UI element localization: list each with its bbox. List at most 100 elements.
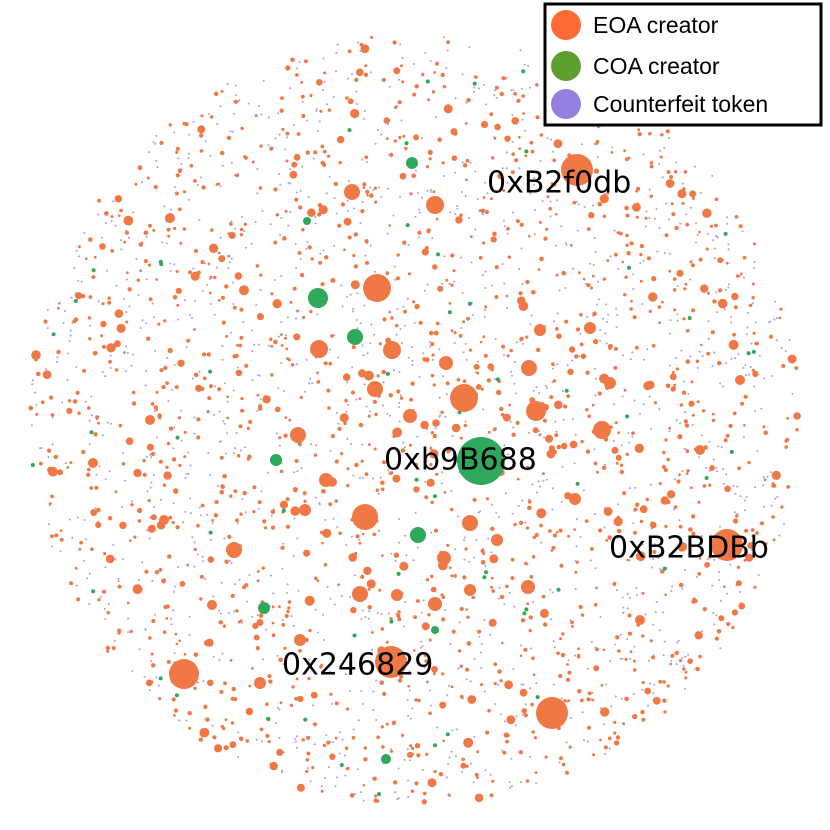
token-node (641, 303, 644, 305)
token-node (332, 741, 334, 744)
eoa-node (354, 77, 359, 82)
token-node (503, 354, 505, 357)
eoa-node (593, 602, 598, 607)
token-node (581, 711, 584, 714)
eoa-node (322, 528, 332, 538)
eoa-node (633, 659, 636, 663)
eoa-node (459, 213, 463, 217)
token-node (132, 211, 135, 214)
eoa-node (222, 473, 227, 479)
eoa-node (381, 554, 384, 557)
eoa-node (75, 390, 80, 395)
eoa-node (437, 551, 451, 565)
coa-node (662, 566, 667, 571)
eoa-node (31, 350, 41, 360)
token-node (574, 433, 577, 436)
token-node (591, 691, 594, 694)
eoa-node (378, 588, 382, 592)
eoa-node (735, 514, 739, 518)
token-node (293, 124, 295, 126)
legend: EOA creator COA creator Counterfeit toke… (543, 2, 823, 127)
token-node (506, 181, 509, 184)
token-node (411, 359, 414, 362)
token-node (230, 562, 233, 565)
token-node (307, 767, 310, 770)
eoa-node (763, 478, 767, 482)
eoa-node (188, 726, 192, 730)
eoa-node (35, 371, 41, 377)
eoa-node (229, 741, 237, 749)
token-node (363, 304, 366, 307)
coa-node (425, 79, 430, 84)
eoa-node (317, 212, 322, 217)
eoa-node (480, 560, 486, 565)
eoa-node (129, 539, 132, 542)
eoa-node (652, 549, 657, 555)
token-node (434, 427, 437, 429)
eoa-node (200, 260, 205, 265)
coa-node (208, 530, 213, 535)
token-node (332, 96, 335, 99)
eoa-node (624, 275, 628, 279)
token-node (676, 319, 679, 322)
eoa-node (167, 234, 171, 238)
eoa-node (399, 396, 404, 400)
token-node (128, 305, 131, 308)
eoa-node (682, 317, 686, 321)
token-node (210, 303, 213, 305)
eoa-node (518, 147, 522, 151)
token-node (314, 222, 317, 225)
token-node (56, 361, 58, 363)
eoa-node (552, 379, 557, 383)
eoa-node (568, 346, 576, 353)
eoa-node (649, 164, 654, 169)
token-node (353, 792, 356, 795)
eoa-node (178, 207, 182, 211)
token-node (281, 771, 283, 774)
token-node (329, 449, 332, 452)
token-node (192, 120, 195, 123)
eoa-node (131, 390, 136, 395)
eoa-node (280, 545, 285, 550)
token-node (689, 206, 692, 209)
token-node (635, 586, 638, 589)
node-label: 0xB2f0db (487, 166, 631, 201)
eoa-node (738, 224, 743, 229)
token-node (362, 799, 365, 802)
token-node (767, 321, 770, 324)
eoa-node (432, 190, 436, 194)
eoa-node (569, 243, 573, 247)
eoa-node (358, 541, 362, 545)
token-node (524, 703, 527, 706)
eoa-node (561, 762, 566, 767)
token-node (663, 640, 666, 643)
token-node (429, 191, 432, 193)
token-node (68, 518, 71, 521)
coa-node (405, 223, 410, 228)
token-node (294, 243, 297, 246)
token-node (220, 612, 222, 615)
eoa-node (334, 459, 339, 464)
eoa-node (270, 509, 276, 515)
eoa-node (168, 426, 174, 431)
token-node (214, 385, 217, 388)
eoa-node (691, 413, 695, 417)
token-node (441, 471, 444, 474)
eoa-node (450, 329, 454, 333)
eoa-node (184, 122, 189, 127)
eoa-node (659, 155, 663, 159)
eoa-node (624, 157, 629, 162)
eoa-node (461, 757, 466, 762)
token-node (456, 205, 459, 207)
eoa-node (54, 533, 59, 538)
token-node (553, 646, 556, 649)
eoa-node (289, 703, 294, 708)
eoa-node (426, 196, 444, 214)
token-node (223, 422, 226, 425)
eoa-node (439, 701, 447, 709)
eoa-node (231, 686, 236, 692)
token-node (473, 90, 475, 93)
token-node (468, 560, 470, 563)
token-node (393, 265, 396, 268)
eoa-node (251, 667, 254, 670)
